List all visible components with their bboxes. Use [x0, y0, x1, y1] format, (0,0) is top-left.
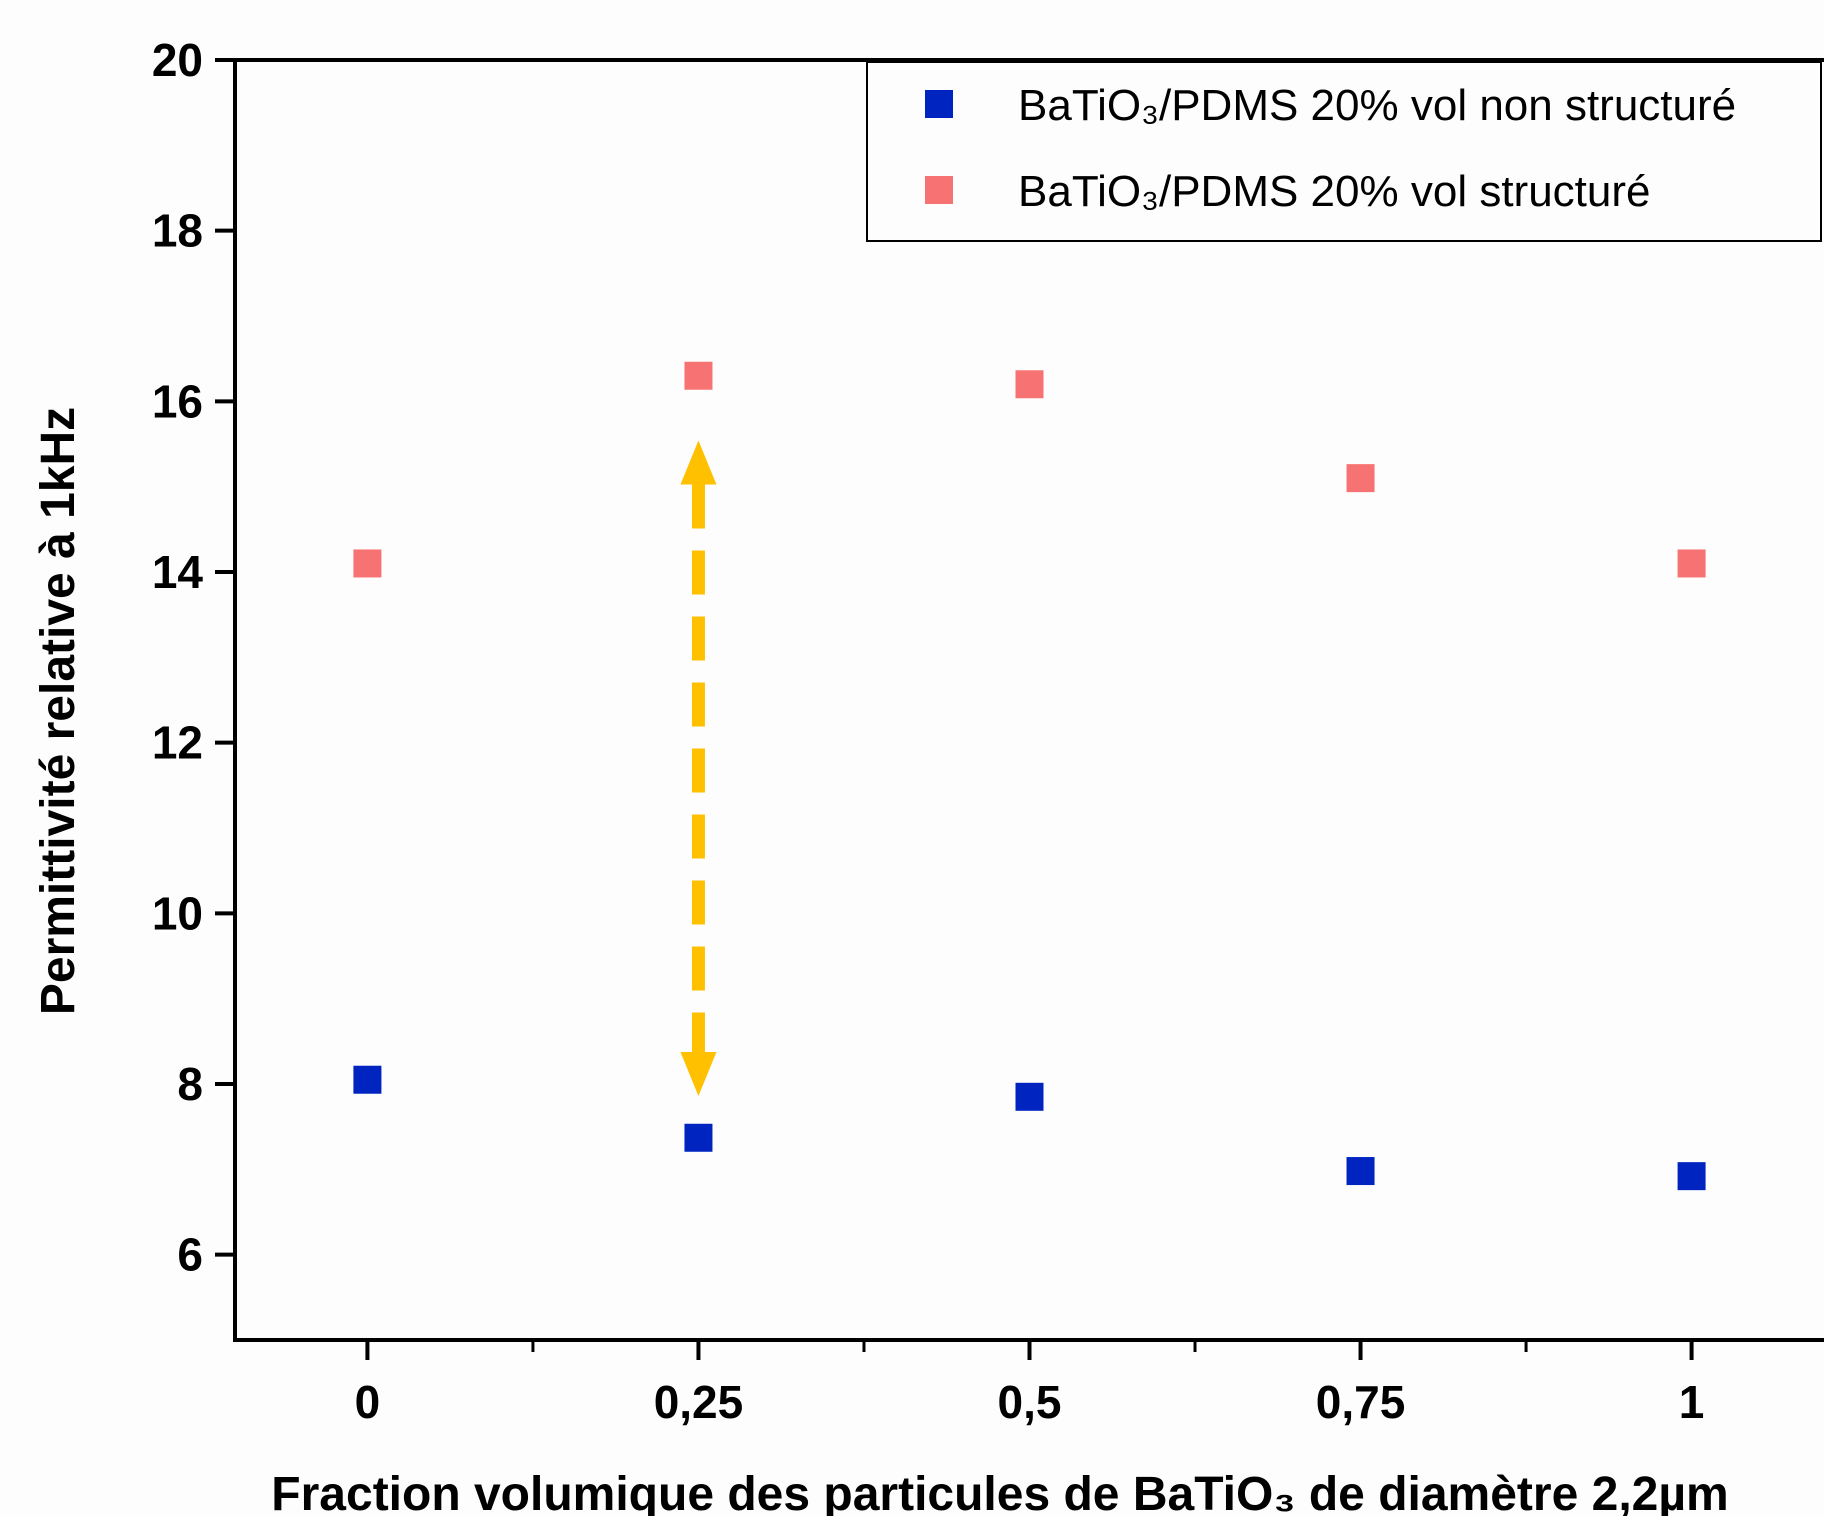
data-point-structure [1677, 549, 1706, 578]
x-axis-title: Fraction volumique des particules de BaT… [271, 1468, 1728, 1516]
x-tick-label: 0,5 [998, 1376, 1062, 1428]
annotation-arrow-head-down [680, 1052, 717, 1096]
legend: BaTiO₃/PDMS 20% vol non structuré BaTiO₃… [866, 61, 1822, 242]
data-point-non-structure [353, 1065, 382, 1094]
y-tick-label: 12 [152, 717, 203, 769]
y-tick-label: 14 [152, 546, 204, 598]
y-tick-label: 8 [177, 1058, 203, 1110]
y-axis-title: Permittivité relative à 1kHz [32, 407, 85, 1015]
x-tick-label: 1 [1679, 1376, 1705, 1428]
y-tick-label: 10 [152, 887, 203, 939]
annotation-arrow-head-up [680, 440, 717, 485]
legend-marker-non-structure [925, 90, 953, 118]
legend-marker-structure [925, 176, 953, 204]
data-point-non-structure [684, 1123, 713, 1152]
x-tick-label: 0,25 [654, 1376, 744, 1428]
legend-label-non-structure: BaTiO₃/PDMS 20% vol non structuré [1018, 81, 1736, 130]
x-axis-ticks: 0 0,25 0,5 0,75 1 [355, 1340, 1705, 1428]
data-point-structure [684, 361, 713, 390]
y-axis-ticks: 6 8 10 12 14 16 18 20 [152, 34, 235, 1281]
data-point-structure [353, 549, 382, 578]
y-tick-label: 6 [177, 1229, 203, 1281]
data-point-structure [1015, 370, 1044, 399]
annotations [680, 440, 717, 1096]
y-tick-label: 16 [152, 375, 203, 427]
data-point-structure [1346, 464, 1375, 493]
x-tick-label: 0,75 [1316, 1376, 1406, 1428]
data-point-non-structure [1346, 1157, 1375, 1186]
axes [233, 58, 1824, 1342]
y-tick-label: 18 [152, 205, 203, 257]
data-points [353, 361, 1706, 1191]
data-point-non-structure [1015, 1082, 1044, 1111]
legend-label-structure: BaTiO₃/PDMS 20% vol structuré [1018, 167, 1650, 216]
x-tick-label: 0 [355, 1376, 381, 1428]
legend-box [866, 61, 1822, 242]
data-point-non-structure [1677, 1162, 1706, 1191]
y-tick-label: 20 [152, 34, 203, 86]
